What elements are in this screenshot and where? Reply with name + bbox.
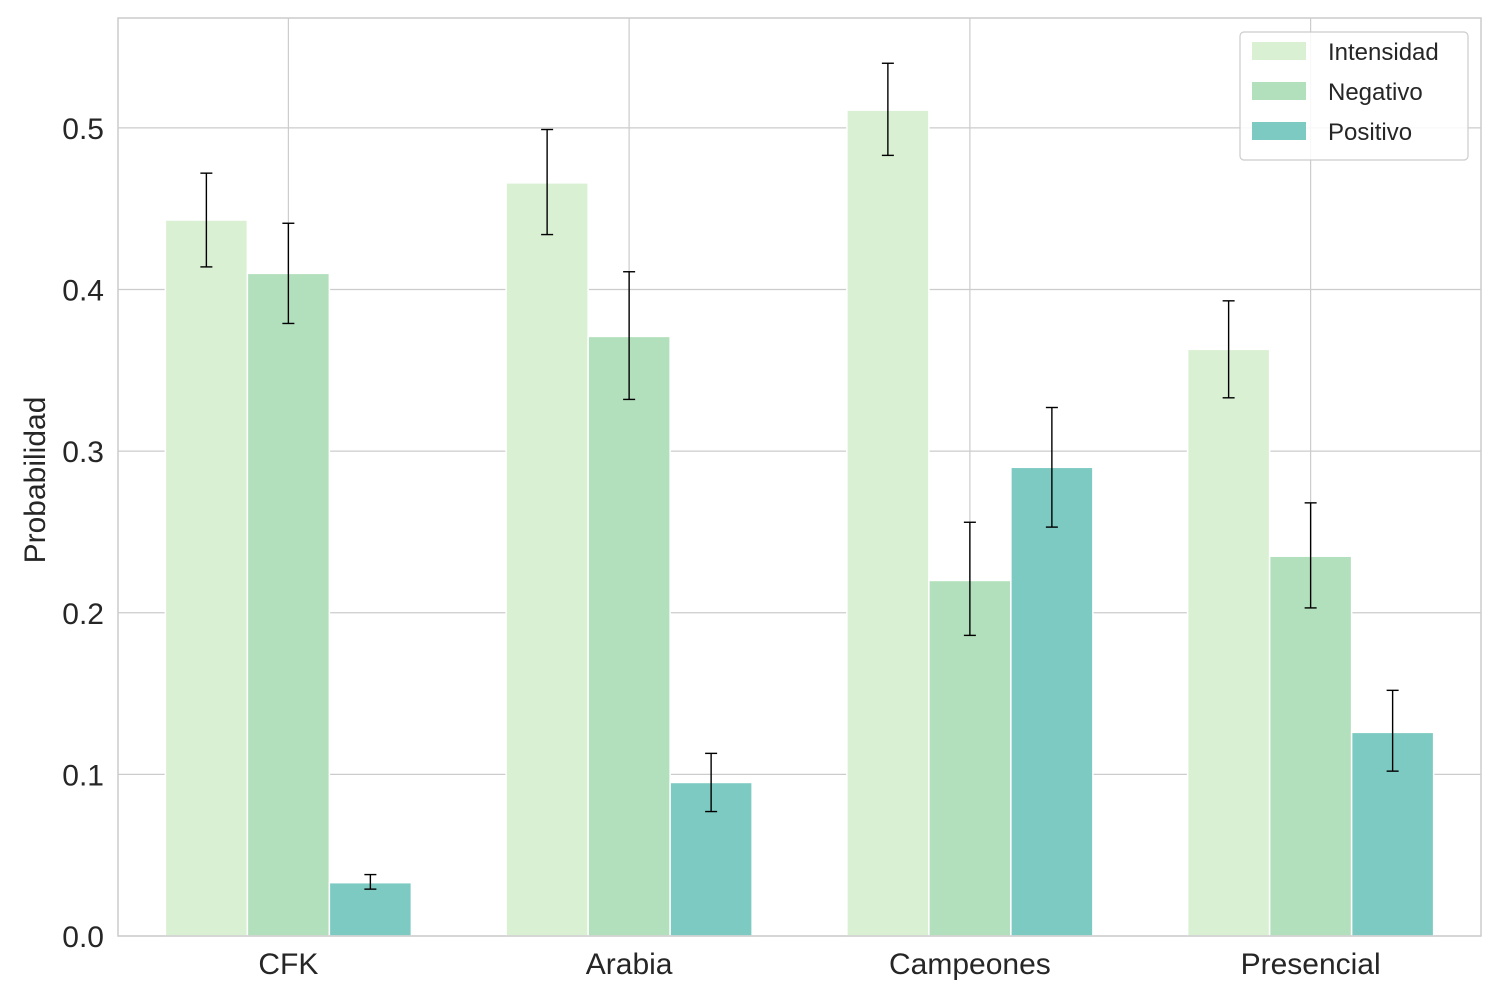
error-bar	[1222, 300, 1235, 399]
bar-negativo-cfk	[246, 272, 331, 937]
y-tick-label: 0.5	[62, 113, 104, 146]
error-bar	[1045, 406, 1058, 528]
x-tick-label: Campeones	[889, 948, 1051, 981]
error-bar	[881, 62, 894, 157]
plot-frame	[117, 17, 1482, 937]
bar-intensidad-arabia	[505, 182, 589, 937]
error-bar	[963, 521, 976, 637]
error-bar	[623, 271, 636, 401]
bar-negativo-presencial	[1268, 555, 1353, 937]
legend: Intensidad Negativo Positivo	[1239, 31, 1469, 161]
bar-positivo-campeones	[1010, 466, 1094, 937]
legend-swatch	[1252, 82, 1306, 100]
legend-label: Positivo	[1328, 119, 1412, 146]
bar-intensidad-presencial	[1186, 348, 1271, 937]
bar-intensidad-cfk	[164, 219, 249, 937]
error-bar	[200, 172, 213, 268]
error-bar	[364, 873, 377, 890]
legend-label: Intensidad	[1328, 39, 1439, 66]
y-tick-label: 0.2	[62, 598, 104, 631]
x-tick-labels: CFK Arabia Campeones Presencial	[258, 948, 1380, 981]
legend-swatch	[1252, 42, 1306, 60]
y-tick-label: 0.0	[62, 921, 104, 954]
y-tick-label: 0.4	[62, 275, 104, 308]
y-axis-label: Probabilidad	[19, 397, 52, 564]
error-bar	[1386, 689, 1399, 772]
bar-positivo-cfk	[328, 881, 413, 937]
y-tick-labels: 0.0 0.1 0.2 0.3 0.4 0.5	[62, 113, 104, 954]
error-bars	[200, 62, 1399, 890]
error-bar	[282, 222, 295, 325]
x-tick-label: Arabia	[586, 948, 673, 981]
bars	[164, 109, 1435, 937]
x-tick-label: CFK	[258, 948, 318, 981]
legend-swatch	[1252, 122, 1306, 140]
error-bar	[1304, 502, 1317, 609]
legend-label: Negativo	[1328, 79, 1423, 106]
x-tick-label: Presencial	[1241, 948, 1381, 981]
bar-negativo-arabia	[587, 335, 671, 937]
y-tick-label: 0.1	[62, 759, 104, 792]
error-bar	[541, 128, 554, 236]
y-tick-label: 0.3	[62, 436, 104, 469]
bar-intensidad-campeones	[846, 109, 930, 937]
error-bar	[705, 752, 718, 813]
